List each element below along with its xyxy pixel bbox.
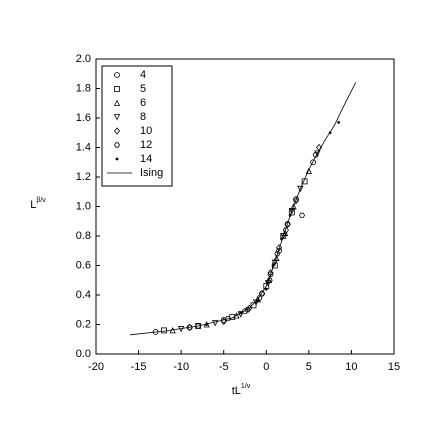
marker-triangle: [280, 233, 287, 240]
marker-hexagon: [266, 277, 273, 283]
y-tick-label: 1.2: [76, 171, 91, 183]
marker-triangle: [288, 208, 295, 215]
x-tick-label: -5: [219, 361, 229, 373]
marker-circle: [267, 271, 274, 278]
y-tick-label: 2.0: [76, 53, 91, 65]
marker-triangle: [271, 259, 278, 266]
x-tick-label: -15: [131, 361, 147, 373]
y-tick-label: 0.2: [76, 318, 91, 330]
legend-marker: [113, 127, 121, 135]
y-tick-label: 0.4: [76, 289, 91, 301]
legend-label: 4: [140, 69, 146, 81]
legend-label: 12: [140, 139, 152, 151]
marker-diamond: [293, 196, 300, 205]
marker-diamond: [267, 269, 274, 277]
legend-label: 8: [140, 111, 146, 123]
marker-triangle: [233, 312, 240, 319]
marker-triangle: [305, 167, 313, 175]
x-tick-label: 0: [263, 361, 269, 373]
marker-triangle: [297, 185, 304, 193]
x-axis-label: tL1/ν: [232, 383, 251, 397]
marker-hexagon: [282, 227, 289, 233]
legend-marker: [114, 86, 120, 92]
marker-hexagon: [256, 295, 263, 301]
marker-hexagon: [312, 152, 319, 158]
x-tick-label: -10: [173, 361, 189, 373]
legend-label: 5: [140, 83, 146, 95]
marker-diamond: [276, 244, 283, 252]
legend-box: [101, 65, 173, 187]
y-tick-label: 0.6: [76, 259, 91, 271]
x-tick-label: 5: [306, 361, 312, 373]
marker-circle: [310, 159, 317, 166]
y-tick-label: 1.8: [76, 82, 91, 94]
marker-diamond: [186, 323, 193, 332]
y-tick-label: 1.0: [76, 200, 91, 212]
marker-square: [161, 327, 168, 334]
marker-hexagon: [244, 307, 251, 313]
y-axis-label: Lβ/ν: [30, 197, 46, 211]
legend-marker: [113, 99, 121, 106]
x-tick-label: 10: [345, 361, 357, 373]
marker-hexagon: [225, 316, 231, 322]
series-line: [130, 82, 357, 336]
y-tick-label: 1.6: [76, 112, 91, 124]
legend-marker: [113, 114, 121, 121]
marker-triangle: [290, 203, 297, 210]
marker-triangle: [314, 150, 321, 157]
legend-label: 14: [140, 153, 152, 165]
legend-label: 6: [140, 97, 146, 109]
marker-hexagon: [299, 212, 306, 218]
legend-marker: [114, 72, 120, 78]
marker-circle: [242, 308, 248, 315]
marker-diamond: [259, 289, 266, 298]
y-tick-label: 1.4: [76, 141, 91, 153]
legend-marker: [115, 157, 119, 161]
x-tick-label: 15: [388, 361, 400, 373]
marker-triangle: [273, 254, 280, 262]
marker-triangle: [212, 320, 219, 327]
y-tick-label: 0.0: [76, 348, 91, 360]
marker-dot: [337, 121, 341, 124]
marker-circle: [293, 196, 299, 203]
y-tick-label: 0.8: [76, 230, 91, 242]
marker-dot: [264, 287, 268, 291]
marker-diamond: [284, 220, 291, 228]
legend-label: 10: [140, 125, 152, 137]
x-tick-label: -20: [88, 361, 104, 373]
legend-marker: [114, 142, 120, 148]
legend-label: Ising: [140, 167, 163, 179]
